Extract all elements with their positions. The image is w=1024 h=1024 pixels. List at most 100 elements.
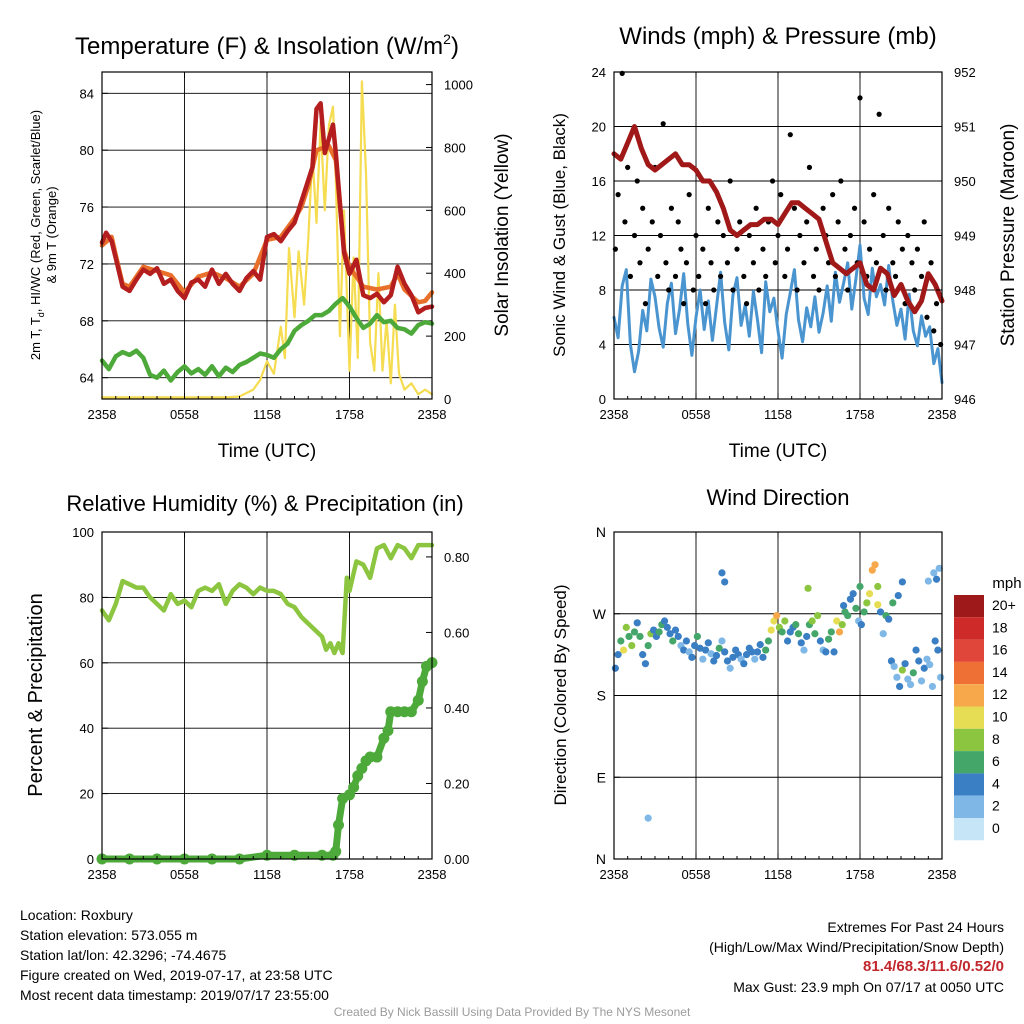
extremes-info: Extremes For Past 24 Hours (High/Low/Max… [709, 917, 1004, 997]
wind-direction-point [804, 584, 812, 592]
gust-point [880, 232, 886, 239]
wind-direction-point [811, 630, 819, 638]
wind-direction-point [718, 637, 726, 645]
precipitation-point [333, 819, 344, 831]
wind-direction-point [849, 590, 857, 598]
insolation-ytick-right-label: 400 [444, 266, 466, 281]
precipitation-point [289, 849, 300, 861]
colorbar-swatch [954, 684, 984, 707]
wind-direction-point [835, 628, 844, 636]
colorbar-swatch [954, 751, 984, 774]
gust-point [681, 301, 687, 307]
colorbar-swatch [954, 818, 984, 841]
gust-point [683, 260, 690, 266]
recent-timestamp: Most recent data timestamp: 2019/07/17 2… [20, 987, 329, 1003]
gust-point [708, 260, 714, 266]
gust-point [741, 273, 747, 279]
gust-point [634, 178, 640, 184]
gust-point [842, 246, 848, 252]
colorbar-swatch [954, 595, 984, 618]
wind-direction-point [773, 611, 781, 620]
temperature-title-main: Temperature (F) & Insolation (W/m [75, 33, 443, 60]
temperature-xlabel: Time (UTC) [218, 441, 317, 462]
wind-direction-point [808, 617, 816, 625]
gust-point [905, 232, 911, 239]
wind-direction-point [617, 637, 625, 645]
insolation-ytick-right-label: 600 [444, 203, 466, 218]
gust-point [914, 246, 921, 252]
gust-point [686, 192, 692, 198]
wind-direction-point [844, 611, 852, 620]
extremes-subtitle: (High/Low/Max Wind/Precipitation/Snow De… [709, 939, 1004, 955]
gust-point [705, 205, 711, 211]
wind-direction-point [794, 630, 803, 638]
wind-direction-point [707, 650, 715, 658]
wind-direction-point [931, 637, 939, 645]
precipitation-point [316, 849, 328, 861]
gust-point [909, 260, 915, 266]
wind-direction-point [764, 637, 773, 645]
gust-point [782, 273, 788, 279]
gust-point [696, 273, 702, 279]
humidity-precip-grid [102, 532, 432, 859]
wind-direction-point [824, 635, 833, 643]
temperature-ylabel-part1b: , HI/WC (Red, Green, Scarlet/Blue) [28, 110, 43, 312]
wind-direction-point [767, 626, 775, 634]
wind-direction-point [833, 617, 841, 625]
gust-point [660, 121, 666, 127]
wind-pressure-xlabel: Time (UTC) [729, 441, 828, 462]
wind-direction-point [890, 662, 898, 671]
wind-direction-point [688, 653, 696, 661]
colorbar-label: 4 [992, 775, 1000, 791]
temperature-ytick-label: 80 [80, 143, 94, 158]
gust-point [787, 132, 793, 138]
temperature-ytick-label: 64 [80, 371, 94, 386]
station-location: Location: Roxbury [20, 907, 133, 923]
gust-point [830, 192, 836, 198]
wind-direction-point [740, 660, 748, 668]
wind-direction-point [715, 644, 723, 652]
wind-direction-point [879, 630, 887, 638]
wind-direction-point [614, 651, 622, 659]
wind-direction-point [887, 657, 896, 665]
humidity-ytick-label: 80 [80, 590, 94, 605]
gust-point [866, 246, 873, 252]
gust-point [791, 205, 798, 211]
gust-point [876, 111, 882, 117]
wind-direction-point [742, 651, 751, 659]
wind-direction-point [846, 595, 855, 603]
wind-direction-point [896, 682, 904, 691]
wind-direction-point [726, 664, 734, 672]
speed-colorbar: 20+ 18 16 14 12 10 8 6 4 2 0 [954, 595, 1016, 841]
wind-direction-point [874, 582, 882, 591]
pressure-ytick-right-label: 948 [954, 283, 976, 298]
humidity-precip-title: Relative Humidity (%) & Precipitation (i… [66, 491, 463, 516]
precipitation-point [348, 781, 360, 793]
gust-point [625, 164, 631, 170]
gust-point [933, 301, 940, 307]
wind-direction-point [655, 628, 663, 636]
gust-point [672, 273, 679, 279]
wind-direction-point [840, 601, 848, 610]
wind-direction-point [641, 660, 650, 668]
gust-point [871, 192, 877, 198]
colorbar-label: 16 [992, 642, 1008, 658]
gust-point [895, 219, 901, 225]
gust-point [642, 301, 649, 307]
wind-direction-point [639, 651, 647, 659]
insolation-ytick-right-label: 800 [444, 140, 466, 155]
temperature-ylabel-sub: d [36, 312, 46, 317]
wind-direction-point [863, 599, 871, 607]
wind-ytick-label: 16 [592, 174, 606, 189]
wind-direction-point [923, 655, 931, 663]
wind-direction-point [876, 608, 885, 616]
wind-direction-point [901, 660, 909, 668]
relative-humidity-line [99, 542, 435, 656]
wind-direction-point [915, 657, 923, 665]
wind-ytick-label: 12 [592, 229, 606, 244]
wind-direction-point [928, 682, 937, 691]
gust-point [899, 246, 905, 252]
wind-direction-point [712, 651, 721, 660]
temperature-ticks: 2358 0558 1158 1758 2358 64 68 72 76 80 84 0 200 400 6… [80, 72, 473, 422]
wind-direction-xtick-label: 1758 [846, 867, 875, 882]
